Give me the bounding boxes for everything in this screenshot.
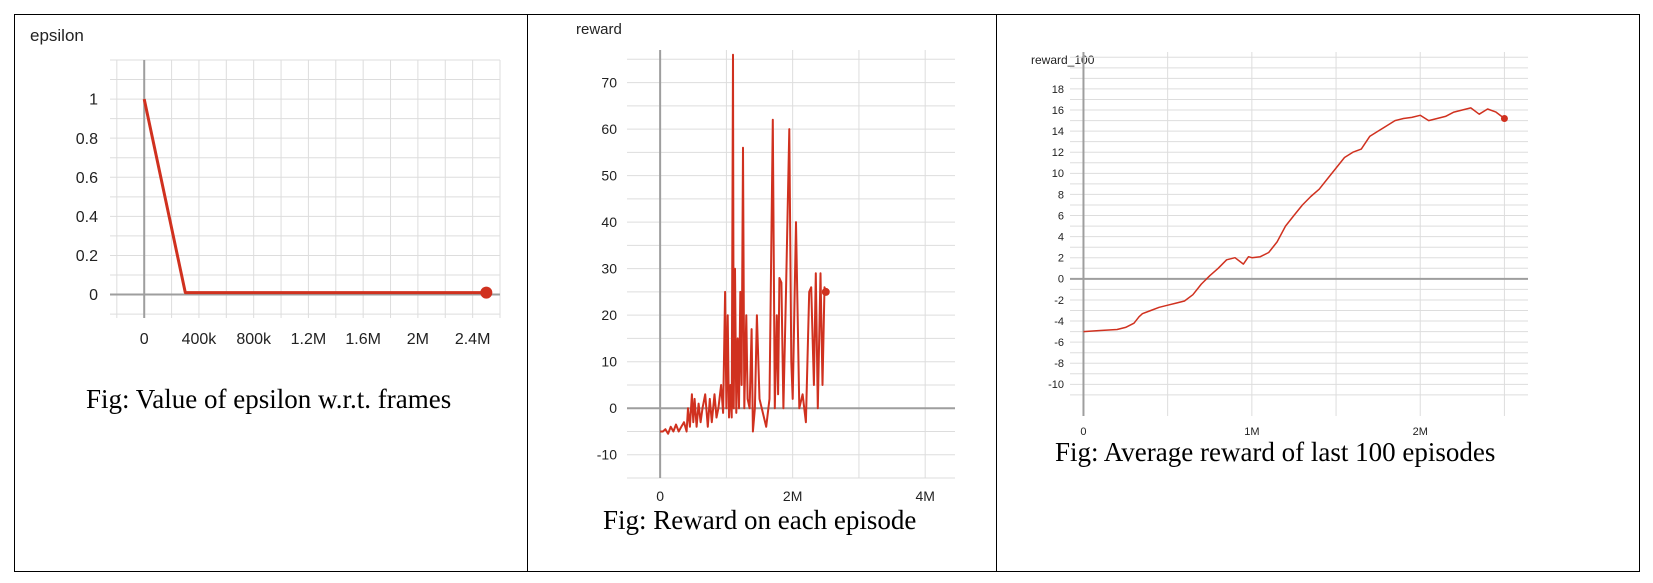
y-tick-label: -10 — [1048, 379, 1064, 391]
x-tick-label: 2M — [783, 488, 802, 504]
chart-title: epsilon — [30, 26, 84, 45]
x-tick-label: 0 — [656, 488, 664, 504]
y-tick-label: 10 — [601, 354, 617, 370]
x-tick-label: 1M — [1244, 426, 1259, 438]
x-tick-label: 2M — [407, 331, 429, 348]
y-tick-label: 20 — [601, 307, 617, 323]
y-tick-label: 50 — [601, 168, 617, 184]
x-tick-label: 1.6M — [345, 331, 381, 348]
y-tick-label: 6 — [1058, 210, 1064, 222]
grid — [1070, 52, 1528, 416]
y-tick-label: -2 — [1054, 295, 1064, 307]
epsilon-caption: Fig: Value of epsilon w.r.t. frames — [86, 384, 452, 414]
x-tick-label: 0 — [1080, 426, 1086, 438]
y-tick-label: 0 — [609, 400, 617, 416]
chart-title: reward — [576, 21, 622, 38]
y-tick-label: 2 — [1058, 253, 1064, 265]
chart-title: reward_100 — [1031, 53, 1095, 67]
y-tick-label: 0.6 — [76, 170, 98, 187]
series-line — [142, 98, 487, 295]
y-tick-label: 8 — [1058, 189, 1064, 201]
reward-100-caption: Fig: Average reward of last 100 episodes — [1055, 437, 1496, 467]
y-tick-label: 0 — [1058, 274, 1064, 286]
series-end-point — [1500, 114, 1508, 122]
y-tick-label: 0.8 — [76, 131, 98, 148]
x-tick-label: 0 — [140, 331, 149, 348]
y-tick-label: 16 — [1052, 105, 1064, 117]
y-tick-label: 40 — [601, 214, 617, 230]
y-tick-label: 1 — [89, 92, 98, 109]
epsilon-chart: epsilon 0 400k 800k 1.2M 1.6M 2M 2.4M 0 0.2 0.4 0.6… — [30, 26, 501, 348]
y-tick-label: 60 — [601, 121, 617, 137]
reward-chart: reward 0 2M 4M -10 0 10 20 30 40 50 60 70 — [576, 21, 955, 504]
y-tick-label: 30 — [601, 261, 617, 277]
y-tick-label: 0 — [89, 287, 98, 304]
panel-divider-1 — [527, 14, 528, 572]
y-tick-label: 4 — [1058, 231, 1064, 243]
series-line — [1083, 107, 1505, 333]
y-tick-label: 0.2 — [76, 248, 98, 265]
y-tick-label: 18 — [1052, 84, 1064, 96]
series-line — [660, 53, 827, 435]
y-tick-label: 0.4 — [76, 209, 98, 226]
y-tick-label: -6 — [1054, 337, 1064, 349]
x-tick-label: 800k — [236, 331, 272, 348]
x-tick-label: 2M — [1413, 426, 1428, 438]
reward-caption: Fig: Reward on each episode — [603, 505, 917, 535]
y-tick-label: -4 — [1054, 316, 1064, 328]
x-tick-label: 1.2M — [291, 331, 327, 348]
x-tick-label: 4M — [915, 488, 934, 504]
series-end-point — [821, 287, 830, 296]
y-tick-label: 14 — [1052, 126, 1064, 138]
x-tick-label: 2.4M — [455, 331, 491, 348]
x-tick-label: 400k — [182, 331, 218, 348]
series-end-point — [480, 286, 493, 299]
figure-frame — [14, 14, 1640, 572]
y-tick-label: 70 — [601, 74, 617, 90]
y-tick-label: 12 — [1052, 147, 1064, 159]
y-tick-label: -8 — [1054, 358, 1064, 370]
y-tick-label: 10 — [1052, 168, 1064, 180]
panel-divider-2 — [996, 14, 997, 572]
y-tick-label: -10 — [597, 447, 617, 463]
